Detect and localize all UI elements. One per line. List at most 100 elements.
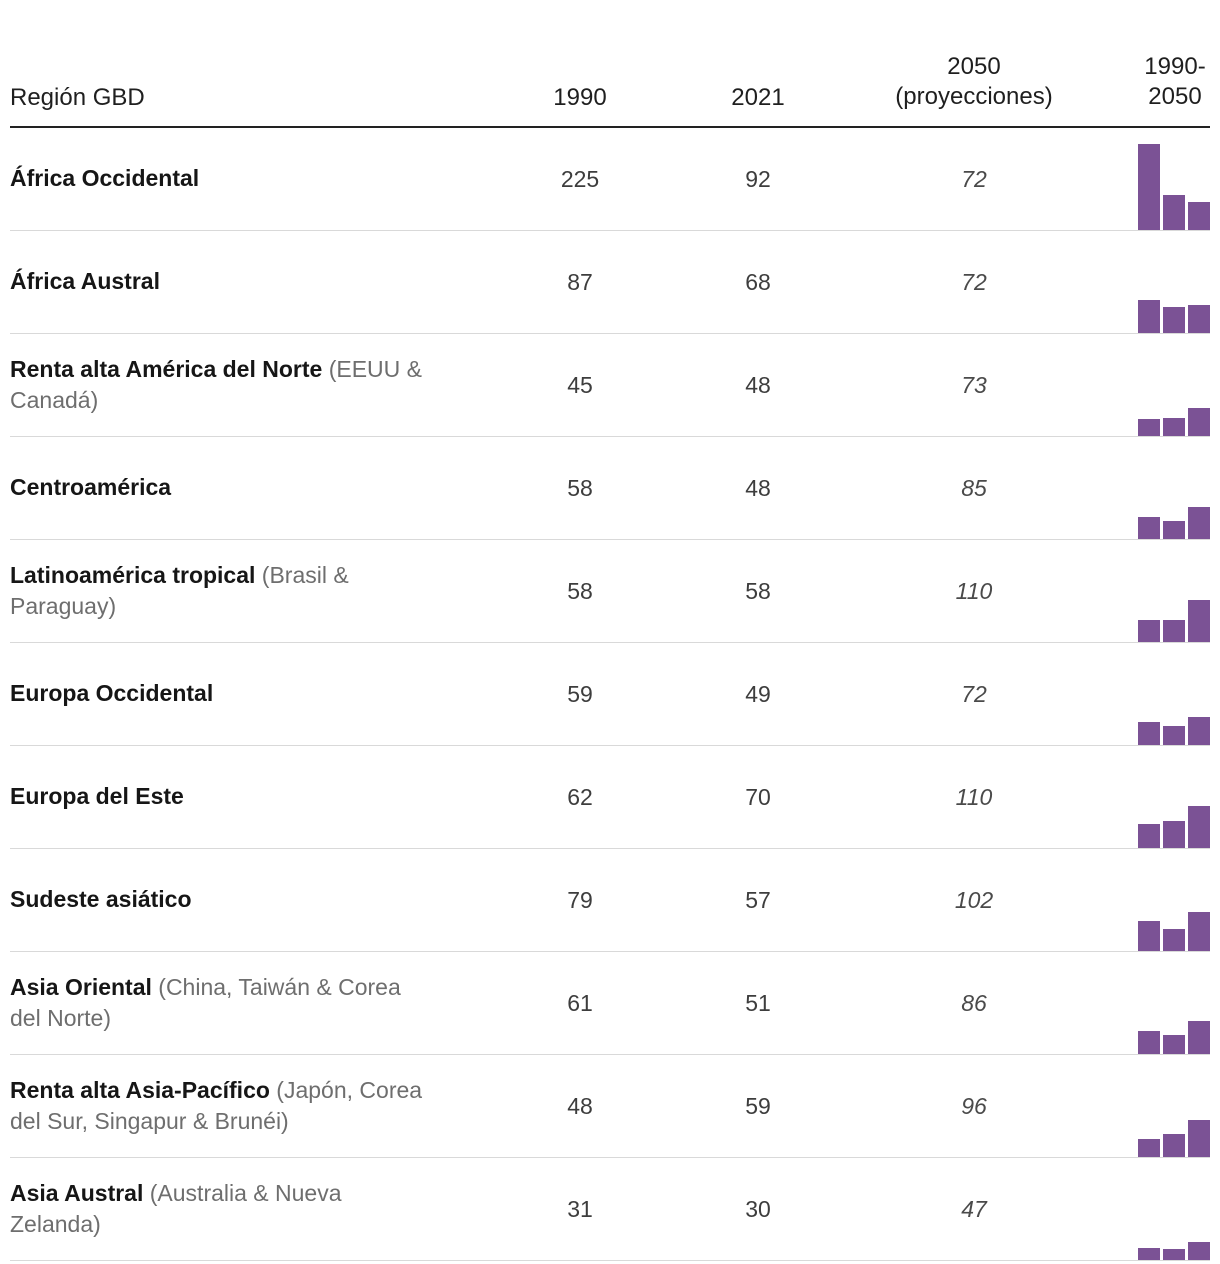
sparkline-bar-2021 (1163, 418, 1185, 436)
trend-sparkline (1132, 849, 1210, 951)
value-2050: 47 (961, 1195, 987, 1222)
value-1990: 59 (567, 680, 593, 707)
sparkline-bar-1990 (1138, 419, 1160, 436)
header-2050-line2: (proyecciones) (895, 83, 1053, 110)
region-name: Europa del Este (10, 783, 184, 810)
sparkline-bar-2050 (1188, 305, 1210, 333)
sparkline-bar-1990 (1138, 517, 1160, 539)
region-name: Europa Occidental (10, 680, 214, 707)
region-cell: Centroamérica (10, 472, 460, 503)
region-cell: África Occidental (10, 163, 460, 194)
sparkline-bar-1990 (1138, 144, 1160, 230)
trend-sparkline (1132, 746, 1210, 848)
sparkline-bar-1990 (1138, 824, 1160, 848)
region-name: Asia Oriental (10, 973, 152, 1000)
value-1990: 48 (567, 1092, 593, 1119)
region-detail: (Brasil & Paraguay) (10, 561, 349, 619)
table-row: Europa del Este 62 70 110 (10, 746, 1210, 849)
region-detail: (EEUU & Canadá) (10, 355, 422, 413)
value-2021: 48 (745, 474, 771, 501)
table-row: Asia Oriental (China, Taiwán & Corea del… (10, 952, 1210, 1055)
table-row: Europa Occidental 59 49 72 (10, 643, 1210, 746)
region-cell: Europa del Este (10, 781, 460, 812)
sparkline-bar-1990 (1138, 921, 1160, 951)
region-name: Renta alta América del Norte (10, 355, 323, 382)
value-2050: 73 (961, 371, 987, 398)
sparkline-bar-2050 (1188, 1021, 1210, 1054)
value-2050: 102 (954, 886, 994, 913)
value-1990: 79 (567, 886, 593, 913)
value-2021: 70 (745, 783, 771, 810)
sparkline-bar-2021 (1163, 195, 1185, 230)
sparkline-bar-2050 (1188, 806, 1210, 848)
table-row: Renta alta América del Norte (EEUU & Can… (10, 334, 1210, 437)
value-2021: 59 (745, 1092, 771, 1119)
table-row: África Austral 87 68 72 (10, 231, 1210, 334)
value-2050: 85 (961, 474, 987, 501)
header-1990: 1990 (553, 84, 607, 111)
sparkline-bar-2021 (1163, 521, 1185, 539)
header-2050-line1: 2050 (947, 53, 1001, 80)
value-2021: 51 (745, 989, 771, 1016)
sparkline-bar-1990 (1138, 300, 1160, 333)
region-name: Renta alta Asia-Pacífico (10, 1076, 270, 1103)
region-cell: África Austral (10, 266, 460, 297)
sparkline-bar-2021 (1163, 1035, 1185, 1054)
value-2021: 68 (745, 268, 771, 295)
sparkline-bar-2050 (1188, 202, 1210, 230)
region-name: Centroamérica (10, 474, 172, 501)
value-2050: 72 (961, 268, 987, 295)
table-row: Sudeste asiático 79 57 102 (10, 849, 1210, 952)
table-header-row: Región GBD 1990 2021 2050 (proyecciones)… (10, 0, 1210, 128)
sparkline-bar-2050 (1188, 408, 1210, 436)
region-name: Asia Austral (10, 1179, 144, 1206)
table-row: África Occidental 225 92 72 (10, 128, 1210, 231)
trend-sparkline (1132, 540, 1210, 642)
header-region: Región GBD (10, 84, 145, 111)
trend-sparkline (1132, 334, 1210, 436)
trend-sparkline (1132, 1158, 1210, 1260)
value-2021: 30 (745, 1195, 771, 1222)
sparkline-bar-1990 (1138, 1248, 1160, 1260)
region-detail: (Japón, Corea del Sur, Singapur & Brunéi… (10, 1076, 423, 1134)
trend-sparkline (1132, 1055, 1210, 1157)
sparkline-bar-2050 (1188, 912, 1210, 951)
value-2050: 72 (961, 165, 987, 192)
region-cell: Asia Oriental (China, Taiwán & Corea del… (10, 972, 460, 1034)
trend-sparkline (1132, 437, 1210, 539)
sparkline-bar-1990 (1138, 1031, 1160, 1054)
value-1990: 58 (567, 577, 593, 604)
trend-sparkline (1132, 128, 1210, 230)
sparkline-bar-2050 (1188, 1242, 1210, 1260)
value-2021: 92 (745, 165, 771, 192)
header-trend-line2: 2050 (1148, 83, 1202, 110)
value-1990: 62 (567, 783, 593, 810)
trend-sparkline (1132, 643, 1210, 745)
region-cell: Asia Austral (Australia & Nueva Zelanda) (10, 1178, 460, 1240)
sparkline-bar-2021 (1163, 726, 1185, 745)
value-1990: 45 (567, 371, 593, 398)
region-name: África Austral (10, 268, 160, 295)
sparkline-bar-2021 (1163, 307, 1185, 333)
sparkline-bar-2021 (1163, 620, 1185, 642)
value-2021: 58 (745, 577, 771, 604)
value-2050: 72 (961, 680, 987, 707)
value-2050: 96 (961, 1092, 987, 1119)
value-2021: 49 (745, 680, 771, 707)
value-2021: 57 (745, 886, 771, 913)
sparkline-bar-2050 (1188, 600, 1210, 642)
region-cell: Europa Occidental (10, 678, 460, 709)
sparkline-bar-2021 (1163, 1249, 1185, 1260)
value-2050: 86 (961, 989, 987, 1016)
trend-sparkline (1132, 231, 1210, 333)
value-1990: 225 (560, 165, 600, 192)
trend-sparkline (1132, 952, 1210, 1054)
region-cell: Sudeste asiático (10, 884, 460, 915)
region-detail: (Australia & Nueva Zelanda) (10, 1179, 342, 1237)
region-cell: Renta alta Asia-Pacífico (Japón, Corea d… (10, 1075, 460, 1137)
region-name: África Occidental (10, 165, 200, 192)
header-trend-line1: 1990- (1144, 53, 1206, 80)
sparkline-bar-2021 (1163, 821, 1185, 848)
region-cell: Renta alta América del Norte (EEUU & Can… (10, 354, 460, 416)
sparkline-bar-2050 (1188, 507, 1210, 539)
